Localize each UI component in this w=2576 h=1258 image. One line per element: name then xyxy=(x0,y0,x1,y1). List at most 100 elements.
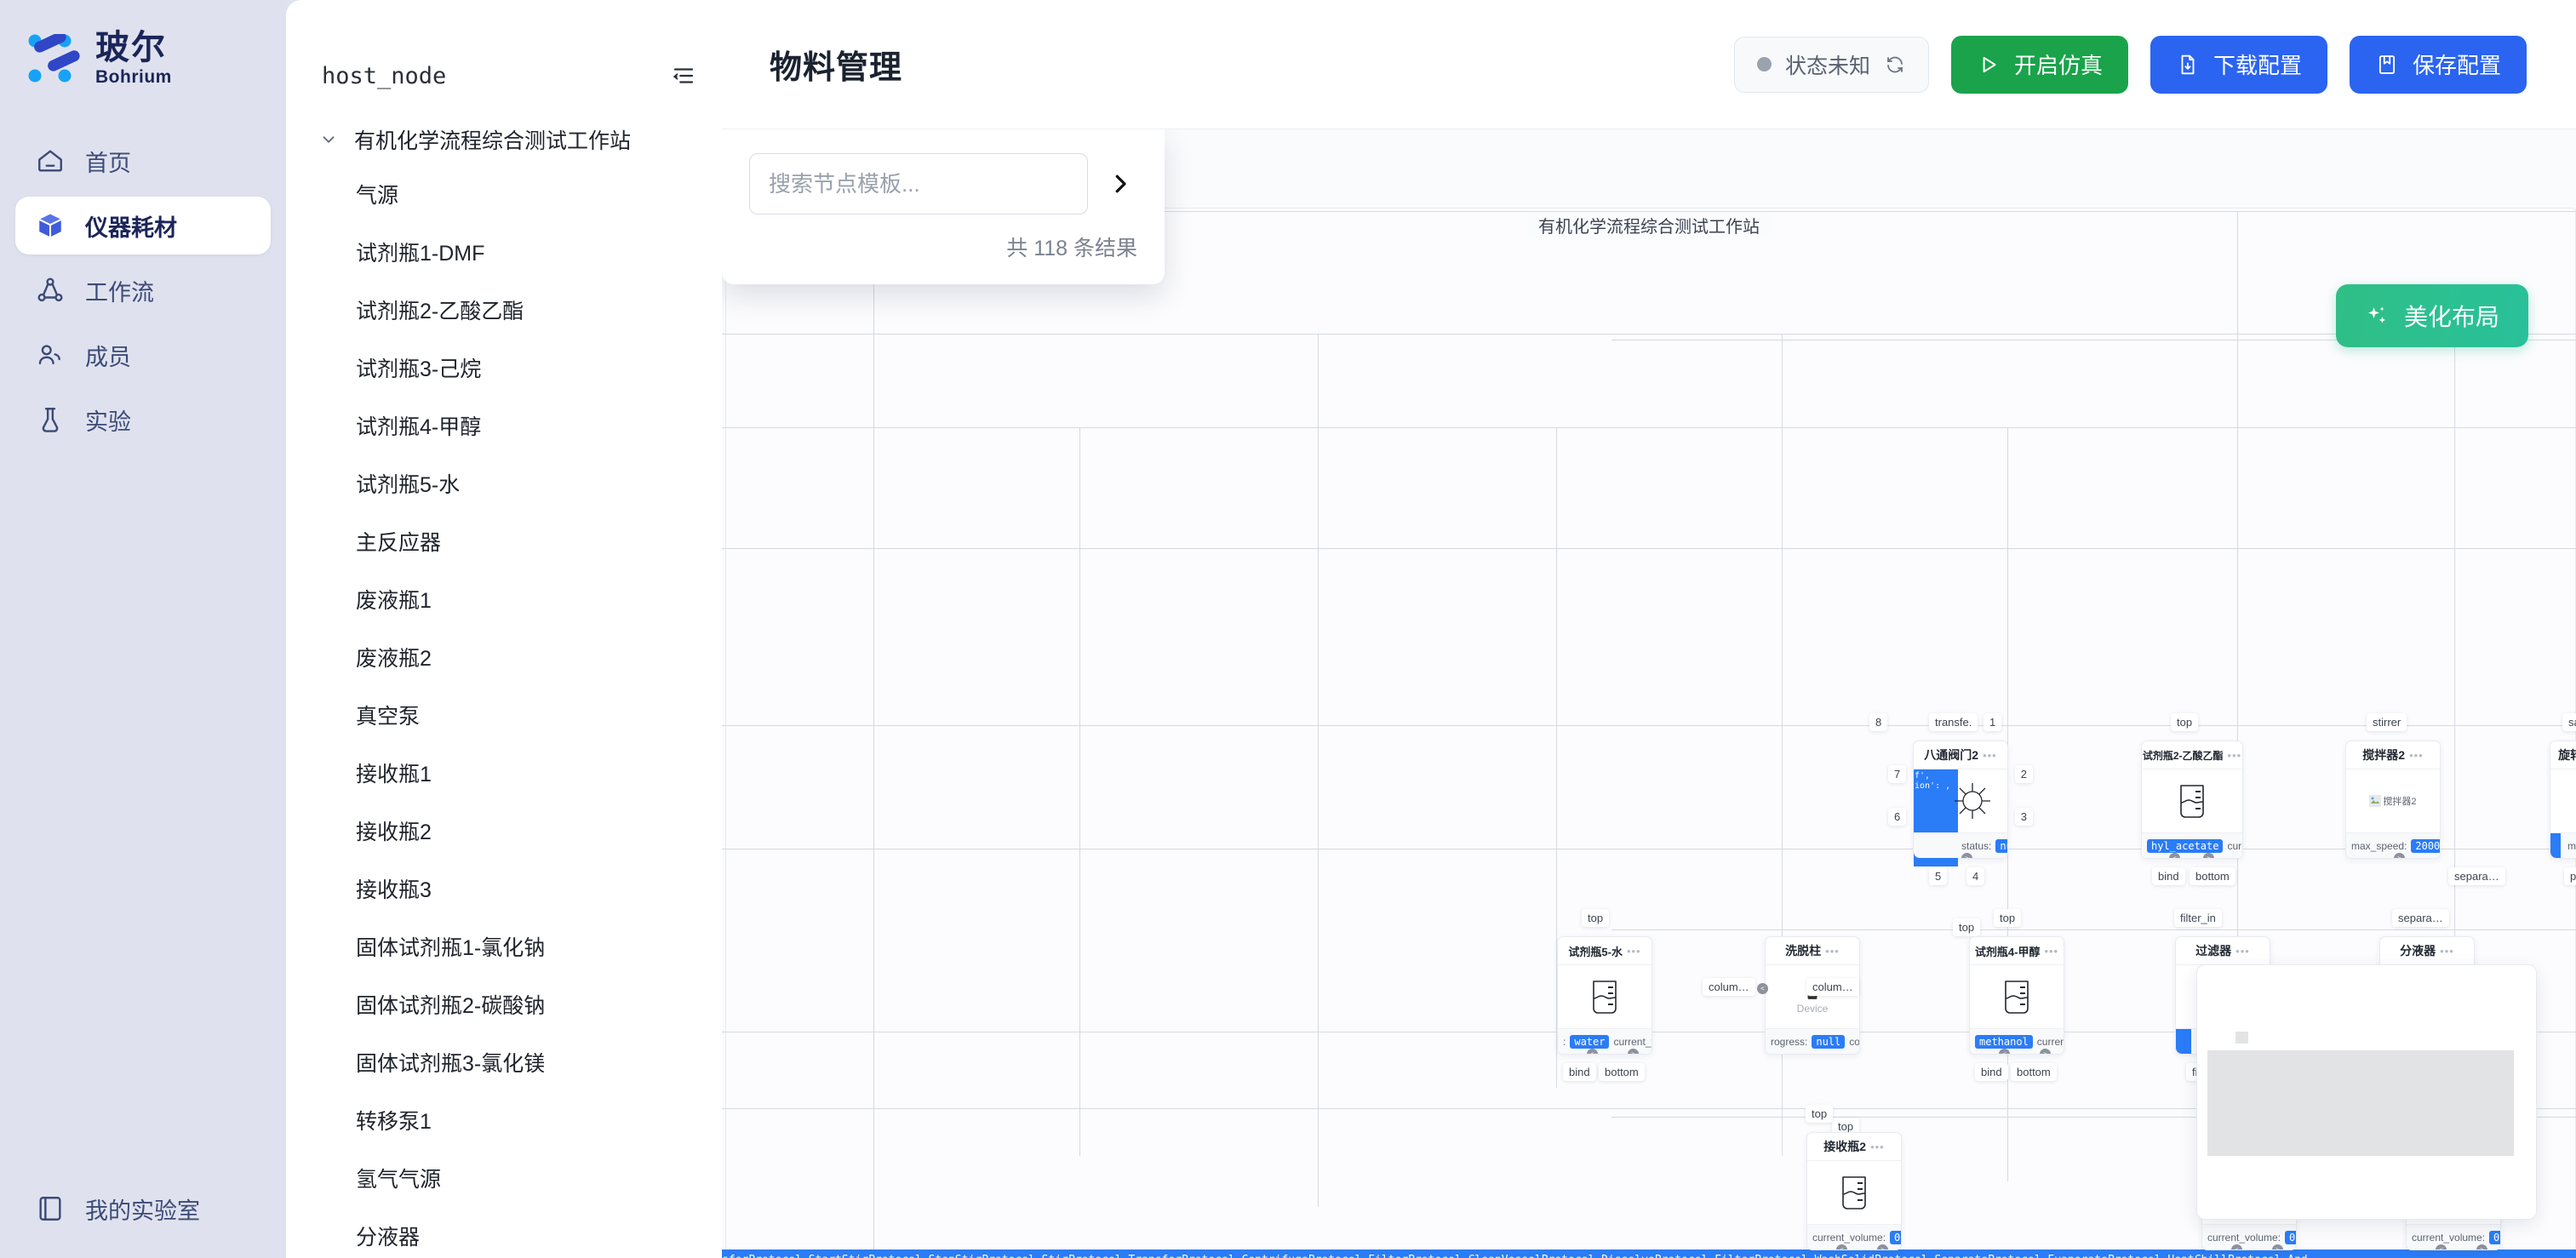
node-reagent-bottle-4[interactable]: 试剂瓶4-甲醇 ••• methanol current_ < xyxy=(1969,909,2064,1081)
port-label-top[interactable]: top xyxy=(1582,909,1610,927)
node-menu-icon[interactable]: ••• xyxy=(2235,944,2250,958)
node-eight-way-valve-2[interactable]: 八通阀门2 ••• f', ion': , status: nu xyxy=(1869,713,2033,936)
node-header[interactable]: 搅拌器2 ••• xyxy=(2346,741,2440,769)
tree-item[interactable]: 气源 xyxy=(356,184,399,208)
node-rotary-evaporator[interactable]: 旋转蒸发仪 ••• 旋转 message: — max_ > sample… xyxy=(2550,713,2576,885)
node-menu-icon[interactable]: ••• xyxy=(1825,944,1840,958)
node-header[interactable]: 八通阀门2 ••• xyxy=(1914,741,2007,769)
refresh-icon[interactable] xyxy=(1884,54,1906,76)
node-reagent-bottle-2[interactable]: 试剂瓶2-乙酸乙酯 ••• hyl_acetate curre xyxy=(2141,713,2243,885)
port-number[interactable]: 7 xyxy=(1888,765,1907,783)
port-label-bind[interactable]: bind xyxy=(1975,1063,2008,1081)
port-label-right[interactable]: colum… xyxy=(1806,978,1859,996)
node-menu-icon[interactable]: ••• xyxy=(2409,748,2424,762)
node-reagent-bottle-5[interactable]: 试剂瓶5-水 ••• : water current_v xyxy=(1557,909,1652,1081)
port-label-top[interactable]: stirrer xyxy=(2367,713,2407,731)
port-handle[interactable]: < xyxy=(2169,853,2180,858)
node-header[interactable]: 试剂瓶4-甲醇 ••• xyxy=(1970,937,2064,965)
node-stirrer-2[interactable]: 搅拌器2 ••• 搅拌器2 max_speed: 2000 > stirrer … xyxy=(2345,713,2505,885)
port-label-bottom[interactable]: separa… xyxy=(2448,867,2505,885)
tree-item[interactable]: 固体试剂瓶2-碳酸钠 xyxy=(356,994,546,1018)
port-label-bottom[interactable]: bottom xyxy=(2190,867,2235,885)
port-label-left[interactable]: colum… xyxy=(1703,978,1755,996)
download-config-button[interactable]: 下载配置 xyxy=(2150,35,2327,94)
node-header[interactable]: 过滤器 ••• xyxy=(2176,937,2270,965)
port-handle[interactable]: < xyxy=(2436,1244,2447,1249)
tree-item[interactable]: 氢气气源 xyxy=(356,1168,442,1192)
tree-item[interactable]: 固体试剂瓶1-氯化钠 xyxy=(356,936,546,960)
minimap-viewport[interactable] xyxy=(2207,1050,2514,1156)
port-number[interactable]: 1 xyxy=(1984,713,2002,731)
port-label-bind[interactable]: bind xyxy=(1563,1063,1596,1081)
node-header[interactable]: 洗脱柱 ••• xyxy=(1766,937,1859,965)
collapse-panel-icon[interactable] xyxy=(669,61,698,90)
node-menu-icon[interactable]: ••• xyxy=(2044,944,2059,958)
port-number[interactable]: 8 xyxy=(1869,713,1888,731)
node-menu-icon[interactable]: ••• xyxy=(2227,748,2242,762)
port-label-bottom[interactable]: bottom xyxy=(2011,1063,2057,1081)
port-handle[interactable]: < xyxy=(1836,1244,1847,1249)
tree-item[interactable]: 废液瓶2 xyxy=(356,647,432,671)
chevron-down-icon[interactable] xyxy=(318,129,339,150)
node-elution-column[interactable]: 洗脱柱 ••• Device rogress: null colu < colu… xyxy=(1703,936,1860,1135)
tree-item[interactable]: 分液器 xyxy=(356,1226,421,1249)
sidebar-item-my-lab[interactable]: 我的实验室 xyxy=(15,1180,271,1238)
tree-item[interactable]: 试剂瓶5-水 xyxy=(356,473,461,497)
port-label-top[interactable]: top xyxy=(1994,909,2022,927)
port-label-bottom[interactable]: top xyxy=(1832,1118,1860,1135)
node-menu-icon[interactable]: ••• xyxy=(1870,1140,1885,1153)
flow-canvas[interactable]: 有机化学流程综合测试工作站 xyxy=(722,129,2576,1258)
start-simulation-button[interactable]: 开启仿真 xyxy=(1950,35,2128,94)
port-label-top[interactable]: sample… xyxy=(2562,713,2576,731)
node-receiving-bottle-2[interactable]: 接收瓶2 ••• current_volume: 0 < xyxy=(1806,1105,1902,1250)
tree-item[interactable]: 试剂瓶3-己烷 xyxy=(356,357,482,381)
save-config-button[interactable]: 保存配置 xyxy=(2349,35,2527,94)
tree-item[interactable]: 试剂瓶4-甲醇 xyxy=(356,415,482,439)
tree-item[interactable]: 转移泵1 xyxy=(356,1110,432,1134)
port-number[interactable]: 4 xyxy=(1966,867,1985,885)
port-label-top[interactable]: transfe. xyxy=(1929,713,1978,731)
port-label-top[interactable]: separa… xyxy=(2392,909,2449,927)
node-menu-icon[interactable]: ••• xyxy=(2440,944,2454,958)
tree-item[interactable]: 废液瓶1 xyxy=(356,589,432,613)
port-handle[interactable]: > xyxy=(1628,1049,1639,1054)
node-header[interactable]: 试剂瓶5-水 ••• xyxy=(1558,937,1652,965)
tree-item[interactable]: 接收瓶2 xyxy=(356,821,432,844)
search-input[interactable] xyxy=(749,153,1088,214)
port-handle[interactable]: > xyxy=(1961,853,1972,858)
port-label-top[interactable]: top xyxy=(2171,713,2199,731)
port-handle[interactable]: < xyxy=(1757,983,1768,994)
node-menu-icon[interactable]: ••• xyxy=(1626,944,1641,958)
port-label-bottom[interactable]: produc… xyxy=(2564,867,2576,885)
port-handle[interactable]: < xyxy=(2231,1244,2242,1249)
port-label-bottom[interactable]: top xyxy=(1953,918,1981,936)
sidebar-item-experiment[interactable]: 实验 xyxy=(15,391,271,449)
sidebar-item-instruments[interactable]: 仪器耗材 xyxy=(15,197,271,254)
tree-item[interactable]: 接收瓶1 xyxy=(356,763,432,786)
tree-item[interactable]: 固体试剂瓶3-氯化镁 xyxy=(356,1052,546,1076)
tree-item[interactable]: 主反应器 xyxy=(356,531,442,555)
port-label-top[interactable]: filter_in xyxy=(2174,909,2222,927)
sidebar-item-home[interactable]: 首页 xyxy=(15,132,271,190)
node-header[interactable]: 旋转蒸发仪 ••• xyxy=(2550,741,2576,769)
port-label-top[interactable]: top xyxy=(1806,1105,1834,1123)
port-handle[interactable]: > xyxy=(2203,853,2214,858)
node-header[interactable]: 接收瓶2 ••• xyxy=(1807,1133,1901,1161)
node-header[interactable]: 分液器 ••• xyxy=(2380,937,2474,965)
canvas-minimap[interactable] xyxy=(2196,964,2537,1220)
tree-item[interactable]: 试剂瓶2-乙酸乙酯 xyxy=(356,300,524,323)
port-handle[interactable]: < xyxy=(1999,1049,2010,1054)
port-number[interactable]: 5 xyxy=(1929,867,1948,885)
port-handle[interactable]: > xyxy=(1877,1244,1888,1249)
sidebar-item-workflow[interactable]: 工作流 xyxy=(15,261,271,319)
port-number[interactable]: 3 xyxy=(2014,808,2033,826)
tree-item[interactable]: 试剂瓶1-DMF xyxy=(356,242,485,266)
node-header[interactable]: 试剂瓶2-乙酸乙酯 ••• xyxy=(2142,741,2242,769)
port-number[interactable]: 6 xyxy=(1888,808,1907,826)
status-badge[interactable]: 状态未知 xyxy=(1733,36,1929,93)
tree-group-workstation[interactable]: 有机化学流程综合测试工作站 xyxy=(286,114,722,165)
beautify-layout-button[interactable]: 美化布局 xyxy=(2335,284,2528,347)
tree-item[interactable]: 真空泵 xyxy=(356,705,421,729)
sidebar-item-members[interactable]: 成员 xyxy=(15,326,271,384)
tree-item[interactable]: 接收瓶3 xyxy=(356,878,432,902)
